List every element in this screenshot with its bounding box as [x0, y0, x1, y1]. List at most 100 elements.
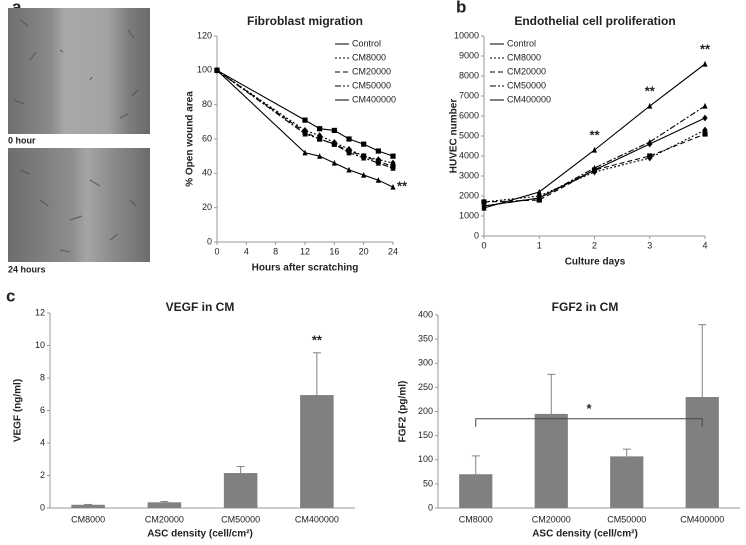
annotation: ** — [700, 41, 711, 56]
x-tick-label: 0 — [214, 246, 219, 256]
y-tick-label: 10 — [35, 340, 45, 350]
y-tick-label: 3000 — [459, 170, 479, 180]
marker — [317, 135, 323, 142]
legend-label: CM50000 — [352, 80, 391, 90]
x-tick-label: CM8000 — [71, 514, 105, 524]
y-tick-label: 2000 — [459, 190, 479, 200]
micrograph — [8, 8, 150, 134]
y-tick-label: 2 — [40, 470, 45, 480]
x-tick-label: 8 — [273, 246, 278, 256]
bar — [147, 502, 182, 508]
x-tick-label: CM8000 — [459, 514, 493, 524]
x-tick-label: 2 — [592, 240, 597, 250]
marker — [647, 102, 653, 109]
bar — [71, 504, 105, 508]
bar — [685, 397, 719, 508]
x-tick-label: 16 — [329, 246, 339, 256]
bar — [459, 474, 493, 508]
marker — [481, 204, 487, 211]
x-tick-label: 4 — [702, 240, 707, 250]
y-tick-label: 5000 — [459, 130, 479, 140]
marker — [346, 166, 352, 173]
chart-title: Endothelial cell proliferation — [514, 14, 675, 28]
micrograph-texture — [13, 19, 139, 119]
y-tick-label: 6 — [40, 405, 45, 415]
y-tick-label: 0 — [428, 502, 433, 512]
x-axis-label: ASC density (cell/cm²) — [532, 529, 638, 540]
x-axis-label: Culture days — [565, 257, 626, 268]
x-axis-label: Hours after scratching — [252, 263, 359, 274]
marker — [702, 60, 708, 67]
marker — [331, 141, 337, 147]
series-line — [216, 69, 394, 169]
marker — [702, 114, 708, 122]
y-tick-label: 200 — [418, 406, 433, 416]
legend-label: Control — [352, 38, 381, 48]
marker — [317, 126, 323, 132]
y-tick-label: 8000 — [459, 70, 479, 80]
legend-label: CM400000 — [507, 94, 551, 104]
legend-label: CM400000 — [352, 94, 396, 104]
y-axis-label: VEGF (ng/ml) — [13, 379, 24, 442]
x-tick-label: 3 — [647, 240, 652, 250]
marker — [536, 194, 542, 201]
y-tick-label: 10000 — [454, 30, 479, 40]
y-tick-label: 100 — [418, 454, 433, 464]
image-label: 24 hours — [8, 264, 46, 274]
marker — [317, 153, 323, 159]
image-label: 0 hour — [8, 135, 36, 145]
x-tick-label: CM400000 — [680, 514, 724, 524]
legend-label: CM50000 — [507, 80, 546, 90]
marker — [361, 141, 367, 147]
marker — [346, 136, 352, 142]
x-axis-label: ASC density (cell/cm²) — [147, 529, 253, 540]
legend-label: CM8000 — [352, 52, 386, 62]
micrograph — [8, 148, 150, 262]
x-tick-label: 20 — [359, 246, 369, 256]
x-tick-label: 1 — [537, 240, 542, 250]
marker — [702, 102, 708, 109]
bar — [534, 413, 568, 508]
annotation: ** — [645, 83, 656, 98]
marker — [346, 149, 352, 156]
x-tick-label: CM20000 — [532, 514, 571, 524]
chart-title: FGF2 in CM — [552, 300, 619, 314]
y-tick-label: 50 — [423, 478, 433, 488]
x-tick-label: 24 — [388, 246, 398, 256]
y-tick-label: 1000 — [459, 210, 479, 220]
marker — [302, 130, 308, 137]
marker — [591, 146, 598, 153]
x-tick-label: CM400000 — [295, 514, 339, 524]
marker — [302, 149, 308, 156]
legend-label: CM20000 — [507, 66, 546, 76]
y-axis-label: % Open wound area — [185, 91, 196, 187]
y-tick-label: 0 — [40, 502, 45, 512]
marker — [390, 183, 396, 190]
x-tick-label: 12 — [300, 246, 310, 256]
y-tick-label: 100 — [197, 65, 212, 75]
y-tick-label: 300 — [418, 358, 433, 368]
marker — [375, 177, 381, 183]
marker — [361, 154, 367, 161]
y-tick-label: 350 — [418, 334, 433, 344]
panel-label: c — [6, 286, 15, 305]
marker — [361, 171, 367, 178]
y-tick-label: 60 — [202, 133, 212, 143]
x-tick-label: CM20000 — [145, 514, 184, 524]
bar — [300, 395, 334, 508]
marker — [375, 159, 381, 166]
bar — [610, 456, 644, 508]
y-tick-label: 0 — [474, 230, 479, 240]
y-tick-label: 80 — [202, 99, 212, 109]
x-tick-label: CM50000 — [607, 514, 646, 524]
marker — [481, 199, 487, 205]
y-tick-label: 40 — [202, 168, 212, 178]
panel-label: b — [456, 0, 466, 16]
annotation: ** — [312, 332, 323, 347]
marker — [647, 153, 653, 159]
y-tick-label: 0 — [207, 236, 212, 246]
marker — [331, 127, 337, 134]
y-tick-label: 400 — [418, 309, 433, 319]
y-tick-label: 120 — [197, 30, 212, 40]
marker — [390, 165, 396, 171]
